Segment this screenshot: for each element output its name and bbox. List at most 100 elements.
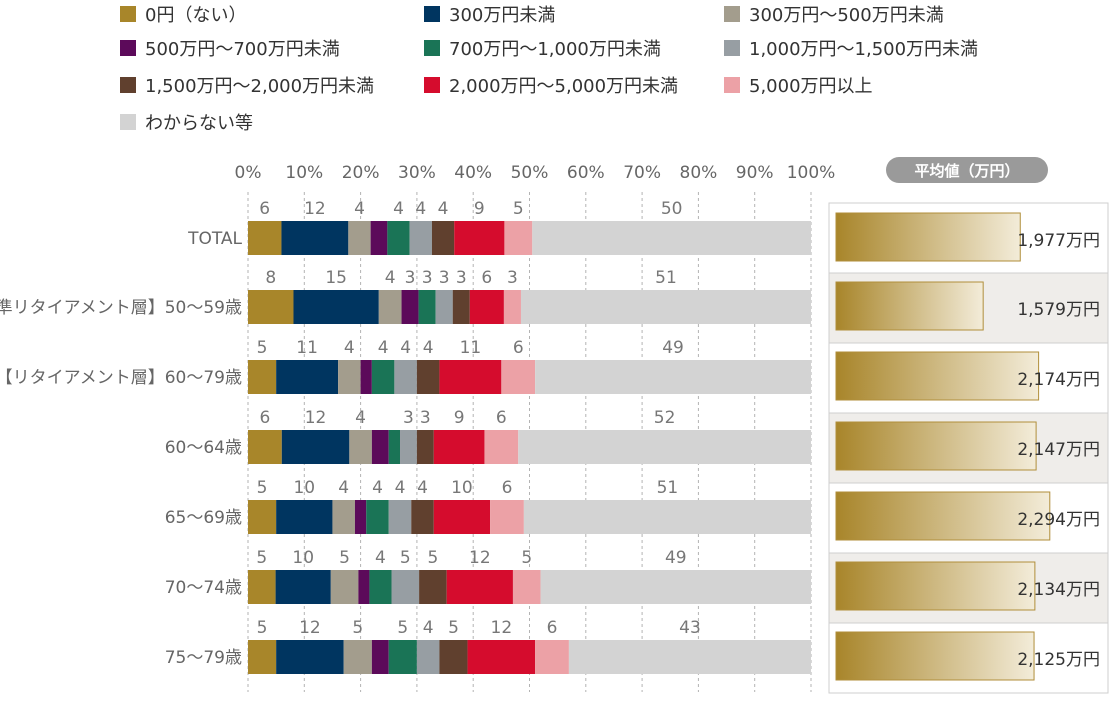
bar-segment [369, 570, 392, 604]
legend-label: 500万円～700万円未満 [145, 39, 340, 60]
category-label: 75～79歳 [165, 648, 242, 668]
bar-segment [248, 570, 276, 604]
bar-segment [248, 221, 282, 255]
legend-label: わからない等 [145, 113, 253, 134]
bar-segment [378, 290, 402, 324]
legend-label: 0円（ない） [145, 5, 246, 26]
x-tick-label: 0% [235, 163, 262, 183]
x-tick-label: 90% [736, 163, 774, 183]
bar-segment [409, 221, 432, 255]
data-label: 15 [325, 268, 347, 288]
data-label: 4 [354, 199, 365, 219]
data-label: 9 [474, 199, 485, 219]
data-label: 52 [654, 408, 676, 428]
bar-segment [523, 500, 811, 534]
data-label: 50 [661, 199, 683, 219]
legend-swatch [724, 40, 740, 56]
x-axis-ticks: 0% 10% 20% 30% 40% 50% 60% 70% 80% 90% 100% [235, 163, 836, 183]
average-value: 1,977万円 [1017, 231, 1100, 251]
bar-segment [484, 430, 519, 464]
data-label: 12 [299, 618, 321, 638]
data-label: 49 [665, 548, 687, 568]
legend-label: 1,500万円～2,000万円未満 [145, 76, 374, 97]
average-bar [835, 561, 1036, 611]
bar-segment [446, 570, 513, 604]
bar-segment [568, 640, 811, 674]
data-label: 6 [481, 268, 492, 288]
bar-segment [401, 290, 419, 324]
x-tick-label: 70% [623, 163, 661, 183]
data-label: 4 [385, 268, 396, 288]
data-label: 12 [305, 408, 327, 428]
category-label: 70～74歳 [165, 578, 242, 598]
data-label: 49 [662, 338, 684, 358]
average-bar [835, 351, 1040, 401]
data-label: 9 [454, 408, 465, 428]
bar-segment [400, 430, 417, 464]
bar-segment [281, 430, 350, 464]
legend-swatch [424, 6, 440, 22]
x-tick-label: 40% [454, 163, 492, 183]
bar-segment [371, 430, 389, 464]
bar-segment [503, 290, 521, 324]
category-label: 65～69歳 [165, 508, 242, 528]
data-label: 4 [338, 478, 349, 498]
bar-segment [388, 640, 417, 674]
bar-segment [532, 221, 811, 255]
data-label: 4 [378, 338, 389, 358]
data-label: 12 [304, 199, 326, 219]
average-header-pill [886, 157, 1048, 183]
average-header: 平均値（万円） [914, 162, 1019, 180]
data-label: 6 [502, 478, 513, 498]
legend-label: 2,000万円～5,000万円未満 [449, 76, 678, 97]
average-value: 2,147万円 [1017, 440, 1100, 460]
data-label: 10 [292, 548, 314, 568]
legend-label: 5,000万円以上 [749, 76, 873, 97]
data-label: 51 [655, 268, 677, 288]
average-value: 1,579万円 [1017, 300, 1100, 320]
data-label: 5 [400, 548, 411, 568]
data-label: 4 [417, 478, 428, 498]
data-label: 4 [375, 548, 386, 568]
legend-label: 1,000万円～1,500万円未満 [749, 39, 978, 60]
bar-segment [281, 221, 349, 255]
bar-segment [416, 640, 440, 674]
bar-segment [540, 570, 811, 604]
bar-segment [467, 640, 536, 674]
data-label: 3 [405, 268, 416, 288]
bar-segment [394, 360, 417, 394]
legend-swatch [724, 6, 740, 22]
data-label: 4 [423, 338, 434, 358]
bar-segment [358, 570, 370, 604]
data-label: 10 [451, 478, 473, 498]
bar-segment [276, 640, 344, 674]
category-label: 【準リタイアメント層】50～59歳 [0, 298, 242, 318]
bar-segment [349, 430, 372, 464]
category-label: 60～64歳 [165, 438, 242, 458]
data-label: 4 [344, 338, 355, 358]
x-tick-label: 60% [567, 163, 605, 183]
x-tick-label: 20% [342, 163, 380, 183]
bar-segment [411, 500, 434, 534]
data-label: 43 [679, 618, 701, 638]
bar-segment [535, 640, 569, 674]
legend-swatch [120, 40, 136, 56]
bar-segment [332, 500, 355, 534]
bar-segment [248, 500, 277, 534]
bar-segment [276, 500, 333, 534]
data-label: 4 [423, 618, 434, 638]
data-label: 10 [293, 478, 315, 498]
data-label: 5 [513, 199, 524, 219]
bar-segment [501, 360, 536, 394]
bar-segment [439, 640, 468, 674]
data-label: 3 [420, 408, 431, 428]
bar-segment [248, 360, 277, 394]
legend-swatch [120, 114, 136, 130]
average-bar [835, 421, 1037, 471]
bar-segment [535, 360, 811, 394]
bar-segment [518, 430, 811, 464]
bar-segment [504, 221, 533, 255]
bar-segment [371, 640, 389, 674]
data-label: 3 [422, 268, 433, 288]
